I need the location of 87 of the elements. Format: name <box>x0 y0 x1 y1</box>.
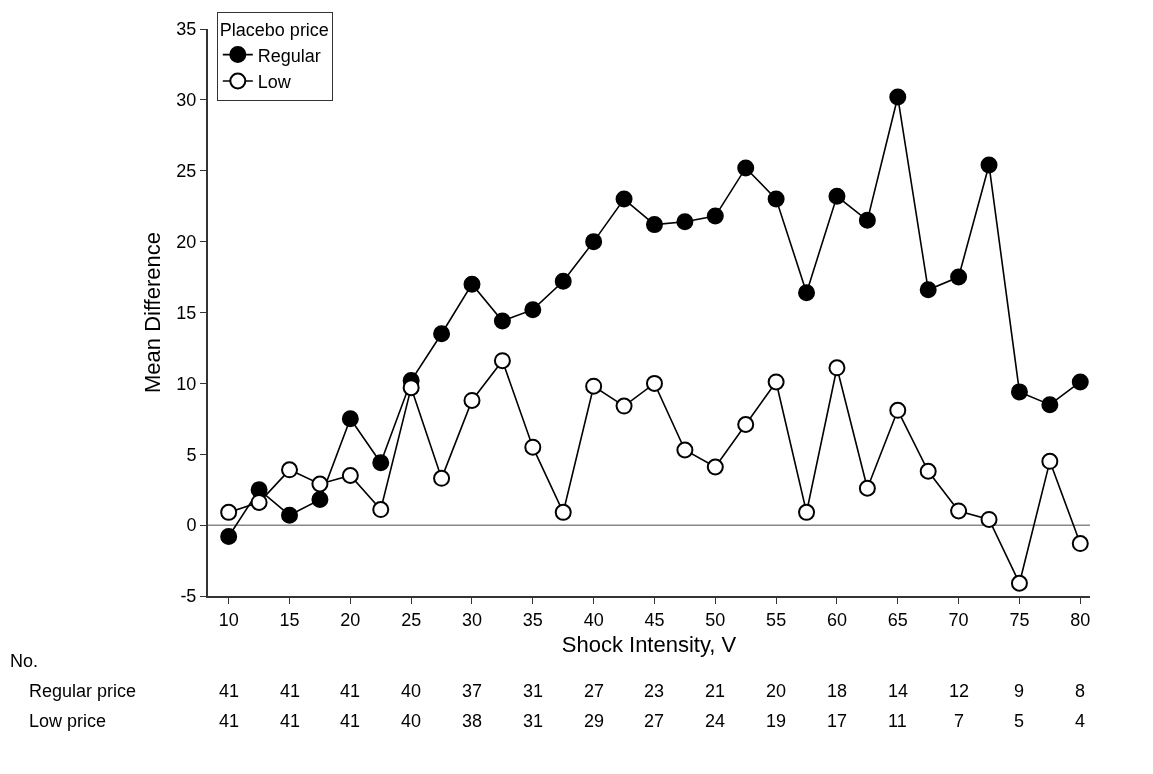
legend-label: Low <box>257 72 292 93</box>
x-tick-label: 10 <box>218 609 239 630</box>
y-axis-title: Mean Difference <box>139 231 165 394</box>
x-tick-label: 70 <box>948 609 969 630</box>
point <box>919 281 937 299</box>
y-tick-label: 30 <box>176 90 197 111</box>
point <box>554 503 572 521</box>
x-tick-label: 55 <box>766 609 787 630</box>
point <box>737 159 755 177</box>
point <box>889 88 907 106</box>
point <box>980 156 998 174</box>
y-tick-label: -5 <box>180 586 197 607</box>
point <box>493 312 511 330</box>
point <box>433 469 451 487</box>
point <box>889 401 907 419</box>
point <box>220 503 238 521</box>
point <box>767 373 785 391</box>
point <box>706 458 724 476</box>
point <box>1041 396 1059 414</box>
x-axis-title: Shock Intensity, V <box>561 632 737 657</box>
x-tick-label: 30 <box>461 609 483 630</box>
y-tick-label: 0 <box>186 515 197 536</box>
text: No. <box>10 651 39 671</box>
point <box>676 441 694 459</box>
y-tick-label: 20 <box>176 231 197 252</box>
point <box>341 467 359 484</box>
point <box>463 275 481 293</box>
y-tick-label: 25 <box>176 161 197 182</box>
point <box>737 415 755 433</box>
point <box>311 491 329 509</box>
point <box>1071 373 1089 391</box>
point <box>706 207 724 225</box>
point <box>828 359 846 377</box>
point <box>281 461 299 479</box>
point <box>950 502 968 520</box>
point <box>372 501 390 519</box>
point <box>554 272 572 290</box>
point <box>1010 574 1028 592</box>
point <box>615 190 633 208</box>
point <box>645 374 663 392</box>
point <box>798 284 816 302</box>
legend-label: Regular <box>257 45 321 66</box>
x-tick-label: 25 <box>401 609 422 630</box>
x-tick-label: 65 <box>887 609 908 630</box>
point <box>402 379 420 397</box>
point <box>828 187 846 205</box>
point <box>1071 535 1089 553</box>
point <box>858 211 876 229</box>
x-tick-label: 80 <box>1070 609 1091 630</box>
x-tick-label: 35 <box>522 609 543 630</box>
point <box>463 391 481 409</box>
point <box>645 216 663 234</box>
point <box>524 301 542 319</box>
y-tick-label: 5 <box>186 444 197 465</box>
y-tick-label: 15 <box>176 302 197 323</box>
x-tick-label: 15 <box>279 609 300 630</box>
x-tick-label: 45 <box>644 609 665 630</box>
x-tick-label: 60 <box>826 609 847 630</box>
legend-title: Placebo price <box>219 20 329 41</box>
x-tick-label: 40 <box>583 609 604 630</box>
point <box>1041 452 1059 470</box>
text: Low price 41 41 41 40 38 31 29 27 24 19 17 11 7 5 4 <box>29 711 1086 731</box>
point <box>798 503 816 521</box>
point <box>220 527 238 545</box>
point <box>524 438 542 456</box>
x-tick-label: 75 <box>1009 609 1030 630</box>
point <box>281 506 299 524</box>
x-tick-label: 20 <box>340 609 361 630</box>
point <box>615 397 633 415</box>
point <box>585 377 603 395</box>
point <box>950 268 968 286</box>
point <box>372 454 390 472</box>
point <box>311 475 329 493</box>
point <box>919 462 937 480</box>
point <box>341 410 359 428</box>
point <box>980 510 998 528</box>
point <box>1010 383 1028 401</box>
point <box>858 479 876 497</box>
y-tick-label: 10 <box>176 373 197 394</box>
y-tick-label: 35 <box>176 19 197 40</box>
point <box>676 213 694 231</box>
x-tick-label: 50 <box>705 609 726 630</box>
point <box>493 352 511 370</box>
point <box>767 190 785 208</box>
point <box>585 233 603 251</box>
text: Regular price 41 41 41 40 37 31 27 23 21 20 18 14 12 9 8 <box>29 681 1086 701</box>
point <box>433 325 451 343</box>
